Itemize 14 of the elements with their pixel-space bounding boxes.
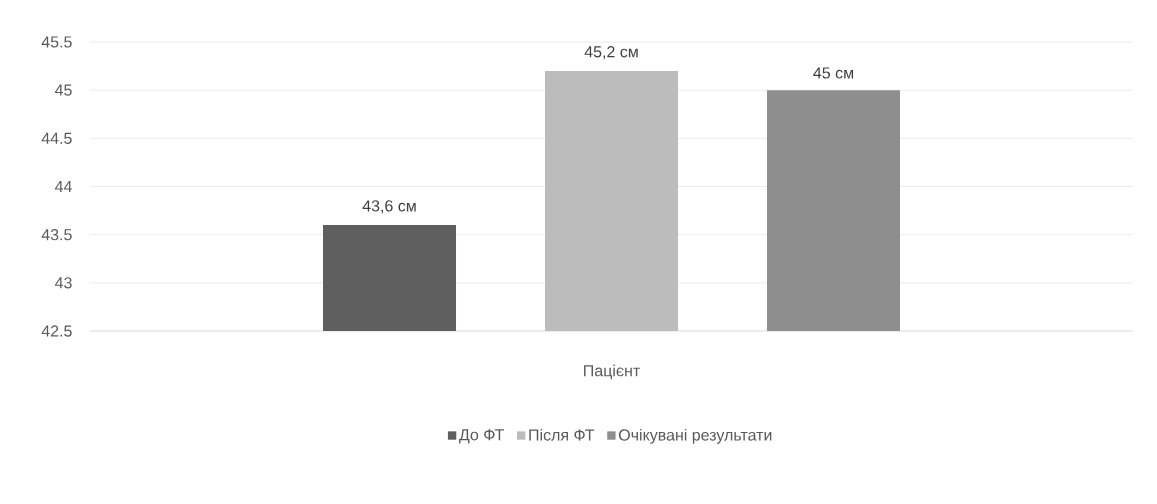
y-tick-label: 44 bbox=[54, 181, 72, 193]
y-tick-label: 44.5 bbox=[41, 132, 72, 144]
legend-label: Після ФТ bbox=[529, 428, 595, 441]
y-tick-label: 42.5 bbox=[41, 325, 72, 337]
y-tick-label: 45 bbox=[54, 84, 72, 96]
data-label: 43,6 см bbox=[362, 200, 416, 214]
legend-label: Очікувані результати bbox=[618, 428, 772, 444]
y-tick-label: 43 bbox=[54, 277, 72, 289]
x-tick-label: Пацієнт bbox=[584, 364, 640, 380]
data-label: 45 см bbox=[813, 67, 854, 79]
legend-label: До ФТ bbox=[459, 429, 504, 444]
data-label: 45,2 см bbox=[584, 46, 638, 60]
y-tick-label: 43.5 bbox=[41, 229, 72, 241]
y-tick-label: 45.5 bbox=[41, 36, 72, 48]
